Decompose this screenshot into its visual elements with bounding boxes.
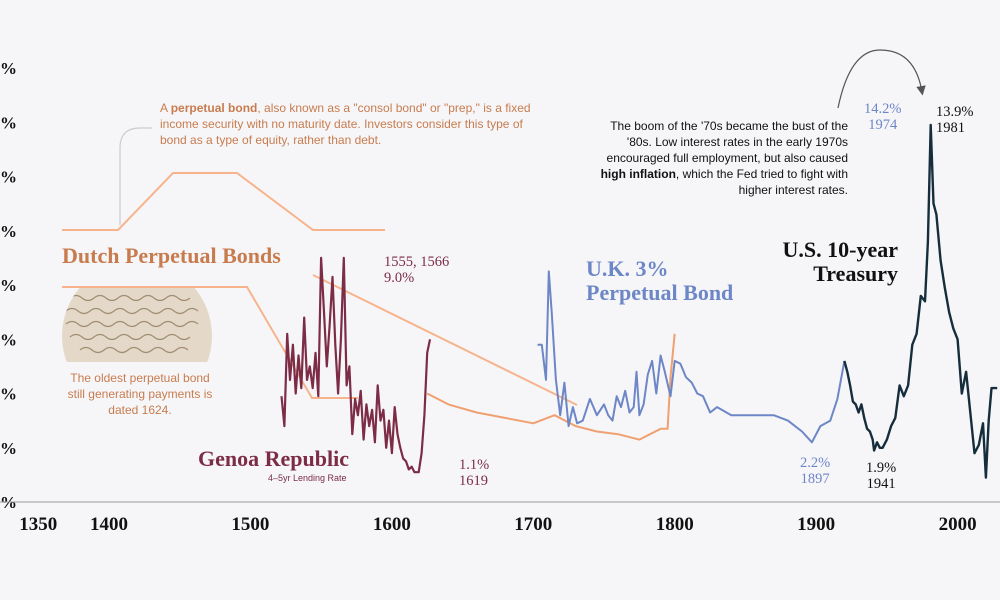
perpetual-bond-note: A perpetual bond, also known as a "conso… bbox=[160, 101, 531, 147]
us-low-annotation: 1.9% 1941 bbox=[866, 460, 897, 492]
uk-series-label: U.K. 3% Perpetual Bond bbox=[586, 256, 734, 305]
seventies-note: The boom of the '70s became the bust of … bbox=[600, 119, 848, 197]
genoa-series-subtitle: 4–5yr Lending Rate bbox=[268, 473, 347, 483]
dutch-series-label: Dutch Perpetual Bonds bbox=[62, 243, 281, 268]
x-tick-label: 1400 bbox=[90, 514, 128, 535]
x-tick-label: 1800 bbox=[656, 514, 694, 535]
y-tick-label: % bbox=[0, 439, 17, 458]
genoa-series-label: Genoa Republic bbox=[198, 446, 349, 471]
y-tick-label: % bbox=[0, 385, 17, 404]
y-tick-label: % bbox=[0, 276, 17, 295]
uk-peak-annotation: 14.2% 1974 bbox=[864, 101, 902, 133]
genoa-peak-annotation: 1555, 1566 9.0% bbox=[384, 254, 450, 286]
y-tick-label: % bbox=[0, 113, 17, 132]
x-tick-label: 2000 bbox=[939, 514, 977, 535]
y-tick-label: % bbox=[0, 59, 17, 78]
x-tick-label: 1350 bbox=[19, 514, 57, 535]
dutch-bottom-outline bbox=[62, 286, 358, 399]
us-series-label: U.S. 10-year Treasury bbox=[782, 237, 898, 286]
genoa-low-annotation: 1.1% 1619 bbox=[459, 457, 490, 489]
peak-arrow bbox=[837, 49, 926, 109]
uk-series-line bbox=[537, 270, 846, 444]
perpetual-bond-term: perpetual bond bbox=[170, 101, 258, 115]
x-axis: 1350 1400 1500 1600 1700 1800 1900 2000 bbox=[19, 514, 976, 535]
oldest-bond-note: The oldest perpetual bond still generati… bbox=[67, 371, 213, 417]
x-tick-label: 1500 bbox=[231, 514, 269, 535]
callout-bracket bbox=[119, 127, 152, 225]
us-peak-annotation: 13.9% 1981 bbox=[936, 104, 974, 136]
y-tick-label: % bbox=[0, 222, 17, 241]
us-series-line bbox=[843, 123, 998, 479]
old-bond-document-image bbox=[62, 287, 212, 362]
genoa-series-line bbox=[280, 256, 432, 474]
dutch-series-line bbox=[426, 333, 676, 441]
x-tick-label: 1600 bbox=[373, 514, 411, 535]
x-tick-label: 1900 bbox=[797, 514, 835, 535]
dutch-connector-line bbox=[312, 274, 578, 406]
x-tick-label: 1700 bbox=[514, 514, 552, 535]
y-tick-label: % bbox=[0, 330, 17, 349]
dutch-top-outline bbox=[62, 172, 385, 231]
y-axis: %%%%%%%%% bbox=[0, 59, 17, 512]
high-inflation-term: high inflation bbox=[600, 167, 676, 181]
y-tick-label: % bbox=[0, 168, 17, 187]
uk-low-annotation: 2.2% 1897 bbox=[800, 455, 831, 487]
